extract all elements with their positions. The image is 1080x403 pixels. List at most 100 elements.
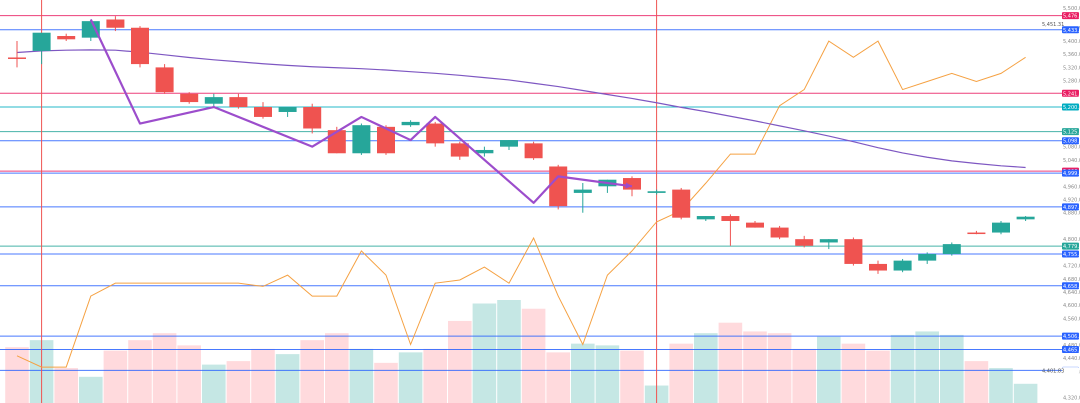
price-tag: 4,401.83	[1062, 367, 1080, 375]
price-tick-label: 4,880.00	[1063, 211, 1080, 217]
volume-bar	[964, 361, 989, 403]
price-tick-label: 4,320.00	[1063, 396, 1080, 402]
price-axis: 5,500.005,440.005,400.005,360.005,320.00…	[1062, 0, 1080, 403]
price-tick-label: 5,080.00	[1063, 145, 1080, 151]
candle	[401, 120, 420, 127]
candle	[377, 125, 395, 155]
candle	[819, 239, 838, 250]
candle	[746, 220, 764, 228]
candle-body	[352, 125, 371, 154]
price-tag: 4,465.80	[1062, 346, 1080, 354]
candle	[303, 103, 322, 134]
price-tag: 4,506.59	[1062, 332, 1080, 340]
volume-bar	[128, 340, 152, 403]
price-tag-label: 5,200.00	[1063, 105, 1080, 111]
candle	[180, 92, 199, 104]
price-tag-box	[1062, 89, 1079, 97]
candle	[893, 258, 912, 273]
candle-body	[770, 227, 789, 238]
price-tag-box	[1062, 12, 1079, 20]
volume-bar	[940, 334, 964, 403]
moving-average-layer	[16, 49, 1026, 169]
price-tag: 5,476.58	[1062, 12, 1080, 20]
price-tick-label: 5,360.00	[1063, 52, 1080, 58]
price-tag: 5,098.08	[1062, 137, 1080, 145]
volume-bar	[694, 333, 718, 403]
candle-body	[426, 123, 445, 144]
volume-bar	[423, 348, 447, 403]
price-tag-box	[1062, 282, 1079, 290]
candle-body	[327, 130, 346, 154]
side-label: 4,401.83	[1042, 369, 1064, 375]
price-tick-label: 4,920.00	[1063, 198, 1080, 204]
volume-bar	[472, 303, 497, 403]
candle	[795, 235, 814, 248]
candle	[426, 121, 445, 147]
price-tag: 5,241.70	[1062, 89, 1080, 97]
price-tag-label: 5,451.31	[1063, 22, 1080, 28]
candle-body	[254, 107, 272, 117]
candle-body	[549, 166, 568, 207]
candle-body	[450, 143, 469, 157]
candle-body	[401, 121, 420, 126]
price-tick-label: 4,480.00	[1063, 343, 1080, 349]
volume-bar	[718, 322, 743, 403]
candle-body	[967, 232, 986, 235]
volume-bar	[226, 361, 251, 403]
volume-bar	[275, 354, 300, 403]
price-tag: 4,658.80	[1062, 282, 1080, 290]
candle	[229, 93, 248, 109]
volume-bar	[767, 333, 792, 403]
candle-body	[647, 191, 666, 193]
zigzag-arrowhead	[625, 182, 632, 189]
zigzag-line	[89, 19, 633, 204]
candle-body	[278, 107, 297, 112]
price-tick-label: 4,640.00	[1063, 290, 1080, 296]
candle	[278, 107, 297, 117]
price-tag-label: 4,465.80	[1063, 348, 1080, 354]
price-tag-label: 4,401.83	[1063, 369, 1080, 375]
side-label: 5,451.31	[1042, 22, 1064, 28]
price-tag-label: 4,506.59	[1063, 334, 1080, 340]
candle-body	[573, 189, 592, 193]
zigzag-layer	[89, 19, 633, 204]
volume-bar	[497, 300, 521, 403]
candle	[475, 146, 494, 157]
oscillator-layer	[16, 40, 1026, 368]
price-tag-label: 4,658.80	[1063, 284, 1080, 290]
candle-body	[844, 239, 863, 264]
candle-body	[746, 222, 764, 228]
candle-body	[672, 189, 691, 218]
volume-bar	[743, 331, 767, 403]
candle-body	[918, 254, 937, 261]
price-tag-box	[1062, 346, 1079, 354]
candle-body	[869, 263, 887, 271]
price-tag-box	[1062, 367, 1079, 375]
price-tick-label: 4,600.00	[1063, 303, 1080, 309]
price-tag: 4,755.21	[1062, 250, 1080, 258]
price-tag: 5,451.31	[1062, 20, 1080, 28]
volume-bar	[989, 368, 1013, 403]
candle	[942, 242, 961, 256]
candle	[106, 16, 125, 32]
volume-bar	[890, 334, 915, 403]
price-tag-label: 5,241.70	[1063, 91, 1080, 97]
candle	[549, 164, 568, 210]
candle	[1016, 216, 1035, 221]
candle-body	[942, 244, 961, 255]
price-tag-box	[1062, 137, 1079, 145]
candle	[647, 189, 666, 195]
price-tick-label: 5,500.00	[1063, 6, 1080, 12]
candle-body	[623, 178, 641, 190]
price-tag-label: 5,098.08	[1063, 139, 1080, 145]
volume-bar	[817, 336, 841, 403]
candle-body	[795, 239, 814, 246]
candle	[992, 220, 1010, 235]
volume-bar	[1013, 383, 1038, 403]
candle	[770, 225, 789, 240]
price-tag-label: 4,755.21	[1063, 252, 1080, 258]
price-tick-label: 4,800.00	[1063, 237, 1080, 243]
price-tags: 5,476.58 5,451.315,433.90 5,241.70 5,200.00…	[1042, 12, 1080, 375]
price-tick-label: 5,040.00	[1063, 158, 1080, 164]
